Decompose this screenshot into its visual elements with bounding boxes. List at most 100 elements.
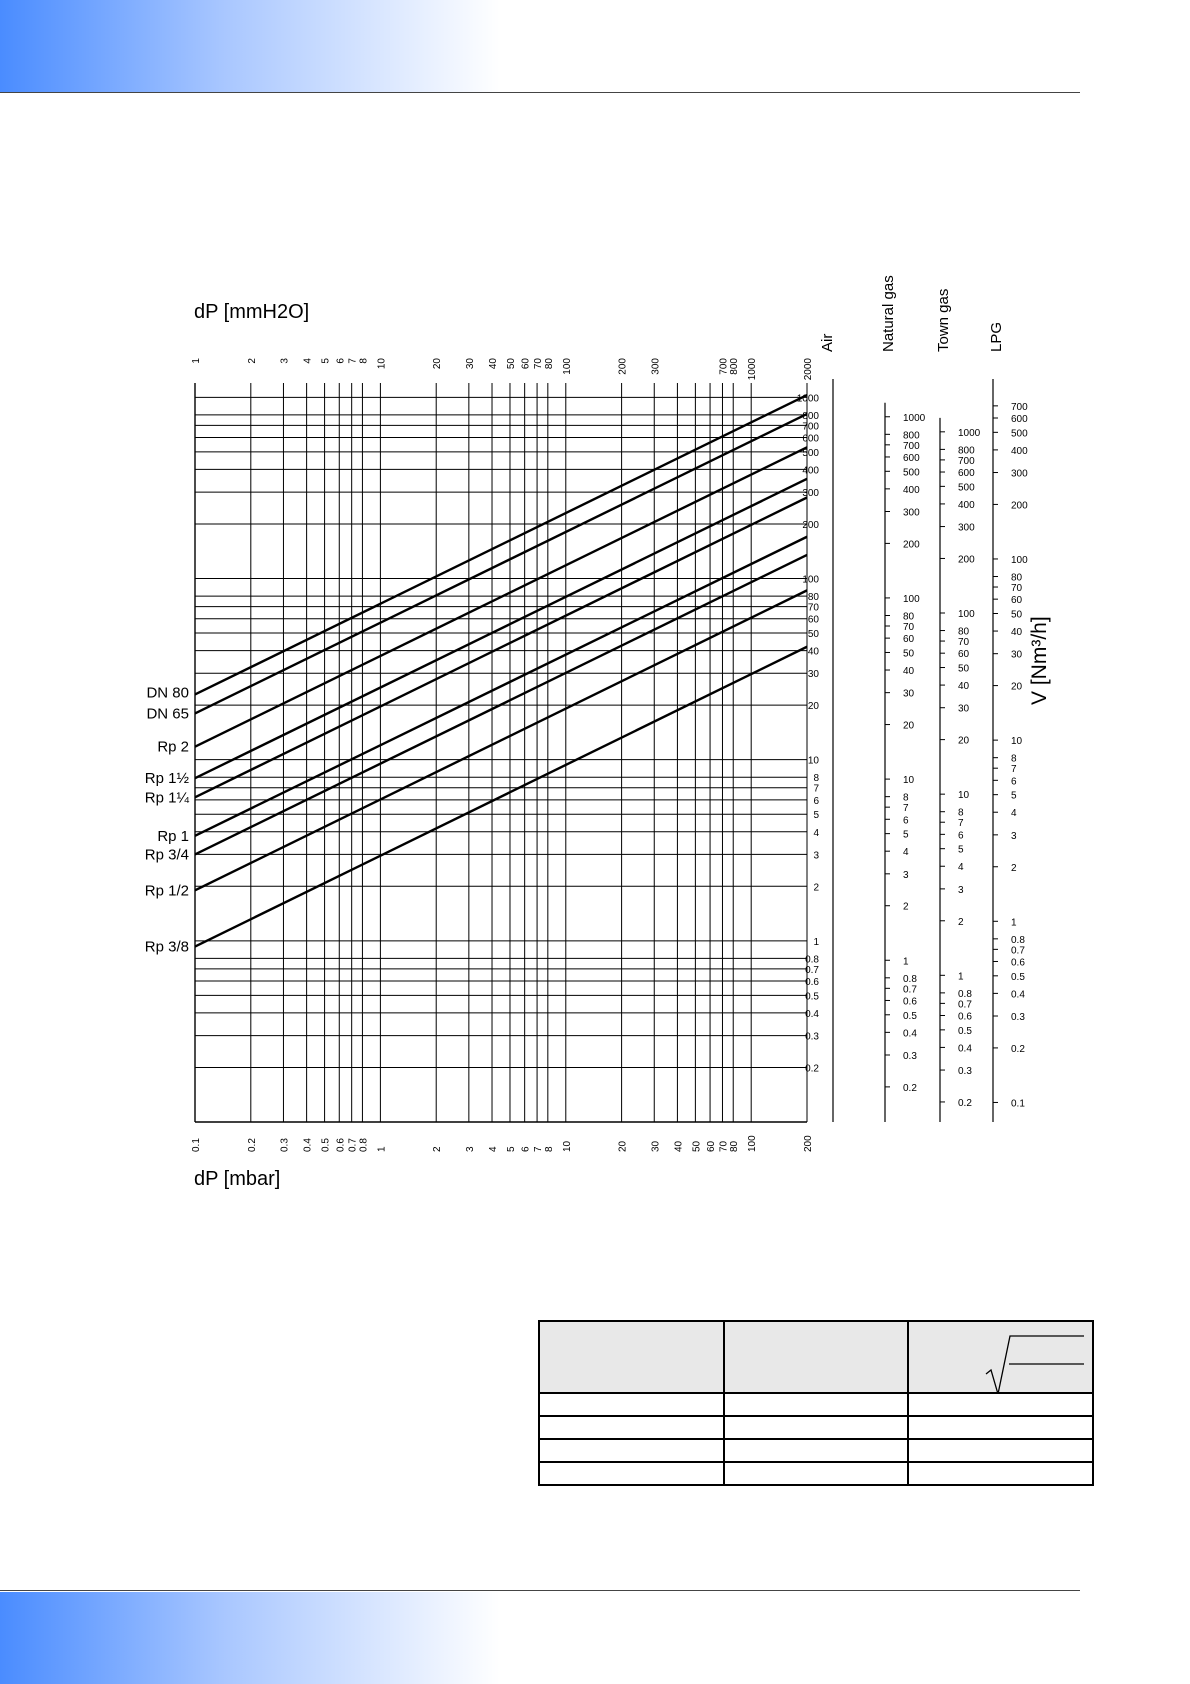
x2-tick-label: 7 bbox=[348, 358, 359, 364]
scale-tick-label: 800 bbox=[903, 430, 920, 441]
table-row bbox=[538, 1438, 1094, 1463]
scale-tick-label: 500 bbox=[1011, 428, 1028, 439]
scale-tick-label: 8 bbox=[813, 773, 819, 784]
scale-tick-label: 0.8 bbox=[958, 989, 972, 1000]
x-tick-label: 0.5 bbox=[321, 1138, 332, 1152]
footer-band bbox=[0, 1592, 500, 1684]
table-header-row bbox=[538, 1320, 1094, 1394]
x-tick-label: 1 bbox=[376, 1146, 387, 1152]
series-label: Rp 1/2 bbox=[145, 882, 189, 899]
x2-tick-label: 300 bbox=[650, 358, 661, 375]
scale-tick-label: 10 bbox=[1011, 736, 1023, 747]
scale-tick-label: 50 bbox=[1011, 609, 1023, 620]
series-label: Rp 1¼ bbox=[145, 789, 190, 806]
x-tick-labels-mmh2o: 1 2 3 4 5 6 7 8 10 20 30 40 50 60 70 80 100 200 300 700 800 1… bbox=[191, 358, 814, 381]
scale-tick-label: 1000 bbox=[958, 428, 981, 439]
scale-tick-label: 0.5 bbox=[903, 1011, 917, 1022]
table-cell bbox=[722, 1415, 910, 1440]
x-tick-label: 80 bbox=[729, 1140, 740, 1152]
scale-tick-label: 10 bbox=[903, 775, 915, 786]
scale-tick-label: 20 bbox=[808, 701, 820, 712]
scale-tick-label: 600 bbox=[958, 468, 975, 479]
scale-tick-label: 0.8 bbox=[1011, 935, 1025, 946]
x2-tick-label: 2 bbox=[247, 358, 258, 364]
x-tick-label: 30 bbox=[650, 1140, 661, 1152]
scale-tick-label: 300 bbox=[903, 507, 920, 518]
scale-tick-label: 0.7 bbox=[805, 965, 819, 976]
scale-tick-label: 2 bbox=[813, 882, 819, 893]
scale-tick-label: 50 bbox=[903, 648, 915, 659]
x-tick-label: 4 bbox=[488, 1146, 499, 1152]
series-label: DN 65 bbox=[146, 705, 189, 722]
x2-tick-label: 3 bbox=[279, 358, 290, 364]
table-cell bbox=[722, 1438, 910, 1463]
x2-tick-label: 8 bbox=[358, 358, 369, 364]
scale-tick-label: 5 bbox=[813, 810, 819, 821]
scale-tick-label: 20 bbox=[958, 736, 970, 747]
scale-tick-label: 200 bbox=[1011, 500, 1028, 511]
scale-tick-label: 100 bbox=[958, 609, 975, 620]
scale-tick-label: 50 bbox=[958, 664, 970, 675]
scale-tick-label: 800 bbox=[802, 411, 819, 422]
scale-tick-label: 0.8 bbox=[805, 954, 819, 965]
series-line bbox=[194, 412, 808, 715]
scale-tick-label: 1000 bbox=[903, 413, 926, 424]
scale-tick-label: 8 bbox=[1011, 754, 1017, 765]
scale-tick-label: 40 bbox=[903, 666, 915, 677]
scale-tick-label: 400 bbox=[1011, 446, 1028, 457]
scale-tick-label: 5 bbox=[903, 830, 909, 841]
scale-tick-label: 0.8 bbox=[903, 974, 917, 985]
series-lines bbox=[194, 393, 808, 948]
scale-tick-label: 10 bbox=[958, 790, 970, 801]
scale-tick-label: 5 bbox=[958, 845, 964, 856]
scale-tick-label: 30 bbox=[1011, 650, 1023, 661]
scale-tick-label: 50 bbox=[808, 629, 820, 640]
series-label: Rp 1½ bbox=[145, 770, 190, 787]
series-label: Rp 2 bbox=[157, 739, 189, 756]
scale-tick-label: 0.1 bbox=[1011, 1098, 1025, 1109]
x-tick-label: 200 bbox=[803, 1135, 814, 1152]
x2-tick-label: 2000 bbox=[803, 358, 814, 381]
scale-tick-label: 2 bbox=[958, 917, 964, 928]
series-line bbox=[194, 553, 808, 856]
scale-title: Air bbox=[819, 334, 836, 352]
x2-tick-label: 700 bbox=[718, 358, 729, 375]
scale-tick-label: 0.5 bbox=[958, 1026, 972, 1037]
scale-tick-label: 6 bbox=[1011, 776, 1017, 787]
x2-tick-label: 100 bbox=[562, 358, 573, 375]
scale-tick-label: 60 bbox=[1011, 595, 1023, 606]
x-tick-label: 7 bbox=[533, 1146, 544, 1152]
scale-tick-label: 7 bbox=[903, 803, 909, 814]
x-tick-label: 70 bbox=[718, 1140, 729, 1152]
x-tick-label: 0.1 bbox=[191, 1138, 202, 1152]
scale-tick-label: 100 bbox=[1011, 555, 1028, 566]
series-line bbox=[194, 589, 808, 892]
series-line bbox=[194, 535, 808, 837]
series-label: DN 80 bbox=[146, 684, 189, 701]
header-band bbox=[0, 0, 500, 92]
x2-tick-label: 6 bbox=[335, 358, 346, 364]
scale-tick-label: 2 bbox=[1011, 863, 1017, 874]
scale-tick-label: 4 bbox=[813, 828, 819, 839]
plot-frame bbox=[194, 383, 807, 1123]
scale-tick-label: 10 bbox=[808, 756, 820, 767]
scale-tick-label: 0.6 bbox=[903, 996, 917, 1007]
scale-tick-label: 4 bbox=[903, 847, 909, 858]
scale-tick-label: 0.6 bbox=[958, 1012, 972, 1023]
x-tick-label: 10 bbox=[562, 1140, 573, 1152]
x-tick-label: 0.8 bbox=[358, 1138, 369, 1152]
scale-tick-label: 700 bbox=[903, 441, 920, 452]
scale-tick-label: 1 bbox=[903, 956, 909, 967]
scale-tick-label: 800 bbox=[958, 445, 975, 456]
series-line bbox=[194, 477, 808, 780]
scale-tick-label: 300 bbox=[802, 488, 819, 499]
scale-tick-label: 7 bbox=[958, 818, 964, 829]
scale-tick-label: 0.5 bbox=[1011, 972, 1025, 983]
scale-tick-label: 60 bbox=[808, 615, 820, 626]
x-tick-label: 50 bbox=[691, 1140, 702, 1152]
x2-tick-label: 80 bbox=[544, 358, 555, 370]
x2-tick-label: 30 bbox=[465, 358, 476, 370]
table-cell bbox=[538, 1438, 725, 1463]
scale-tick-label: 70 bbox=[1011, 583, 1023, 594]
table-header-cell bbox=[538, 1320, 725, 1394]
